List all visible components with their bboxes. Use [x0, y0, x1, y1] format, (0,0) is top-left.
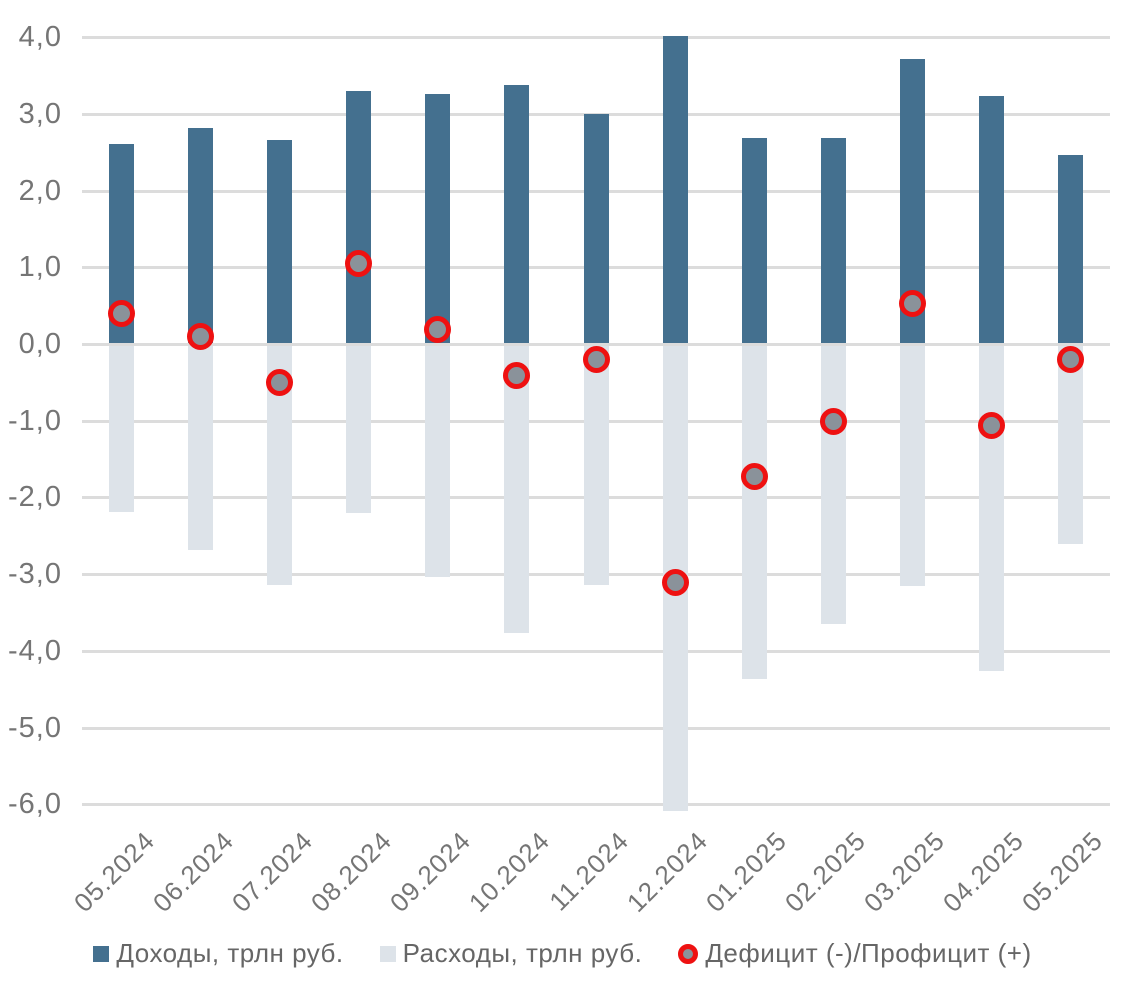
gridline	[82, 803, 1110, 807]
legend-balance-label: Дефицит (-)/Профицит (+)	[705, 938, 1032, 968]
balance-marker	[345, 250, 373, 278]
y-axis-tick-label: 0,0	[18, 328, 62, 360]
income-bar	[267, 139, 293, 343]
balance-marker	[582, 346, 610, 374]
balance-marker	[187, 323, 215, 351]
expense-bar	[583, 346, 609, 585]
y-axis-tick-label: -6,0	[8, 788, 62, 821]
expense-bar	[899, 346, 925, 587]
expense-bar	[1057, 346, 1083, 544]
balance-marker	[424, 315, 452, 343]
expense-bar	[109, 346, 135, 512]
legend-income-swatch-icon	[93, 945, 110, 962]
legend-item-expense: Расходы, трлн руб.	[379, 938, 643, 969]
expense-bar	[978, 346, 1004, 672]
y-axis-tick-label: 2,0	[18, 174, 62, 207]
expense-bar	[188, 346, 214, 551]
legend-expense-swatch-icon	[379, 945, 396, 962]
y-axis-tick-label: -1,0	[8, 404, 62, 437]
y-axis-tick-label: -4,0	[8, 634, 62, 667]
balance-marker	[1056, 346, 1084, 374]
balance-marker	[108, 300, 136, 328]
balance-marker	[819, 407, 847, 435]
legend-item-balance: Дефицит (-)/Профицит (+)	[678, 938, 1031, 969]
income-bar	[662, 36, 688, 343]
gridline	[82, 343, 1110, 346]
y-axis-tick-label: -2,0	[8, 481, 62, 514]
expense-bar	[346, 346, 372, 514]
chart-legend: Доходы, трлн руб. Расходы, трлн руб. Деф…	[0, 938, 1125, 969]
expense-bar	[425, 346, 451, 577]
expense-bar	[741, 346, 767, 679]
balance-marker	[661, 568, 689, 596]
y-axis-tick-label: 1,0	[18, 251, 62, 284]
expense-bar	[504, 346, 530, 633]
legend-item-income: Доходы, трлн руб.	[93, 938, 343, 969]
balance-marker	[977, 411, 1005, 439]
balance-marker	[740, 462, 768, 490]
legend-expense-label: Расходы, трлн руб.	[402, 938, 643, 968]
income-bar	[504, 84, 530, 343]
income-bar	[820, 138, 846, 343]
income-bar	[425, 93, 451, 343]
balance-marker	[266, 369, 294, 397]
income-bar	[1057, 155, 1083, 343]
y-axis-tick-label: 4,0	[18, 21, 62, 54]
income-bar	[346, 91, 372, 343]
income-bar	[188, 128, 214, 343]
expense-bar	[820, 346, 846, 625]
income-bar	[583, 114, 609, 343]
income-bar	[741, 138, 767, 343]
gridline	[82, 726, 1110, 730]
gridline	[82, 649, 1110, 653]
gridline	[82, 36, 1110, 40]
balance-marker	[503, 361, 531, 389]
balance-marker	[898, 290, 926, 318]
income-bar	[978, 96, 1004, 343]
gridline	[82, 112, 1110, 116]
y-axis-tick-label: -5,0	[8, 711, 62, 744]
y-axis-tick-label: 3,0	[18, 97, 62, 130]
legend-balance-marker-icon	[678, 943, 699, 964]
legend-income-label: Доходы, трлн руб.	[116, 938, 344, 968]
y-axis-tick-label: -3,0	[8, 558, 62, 591]
